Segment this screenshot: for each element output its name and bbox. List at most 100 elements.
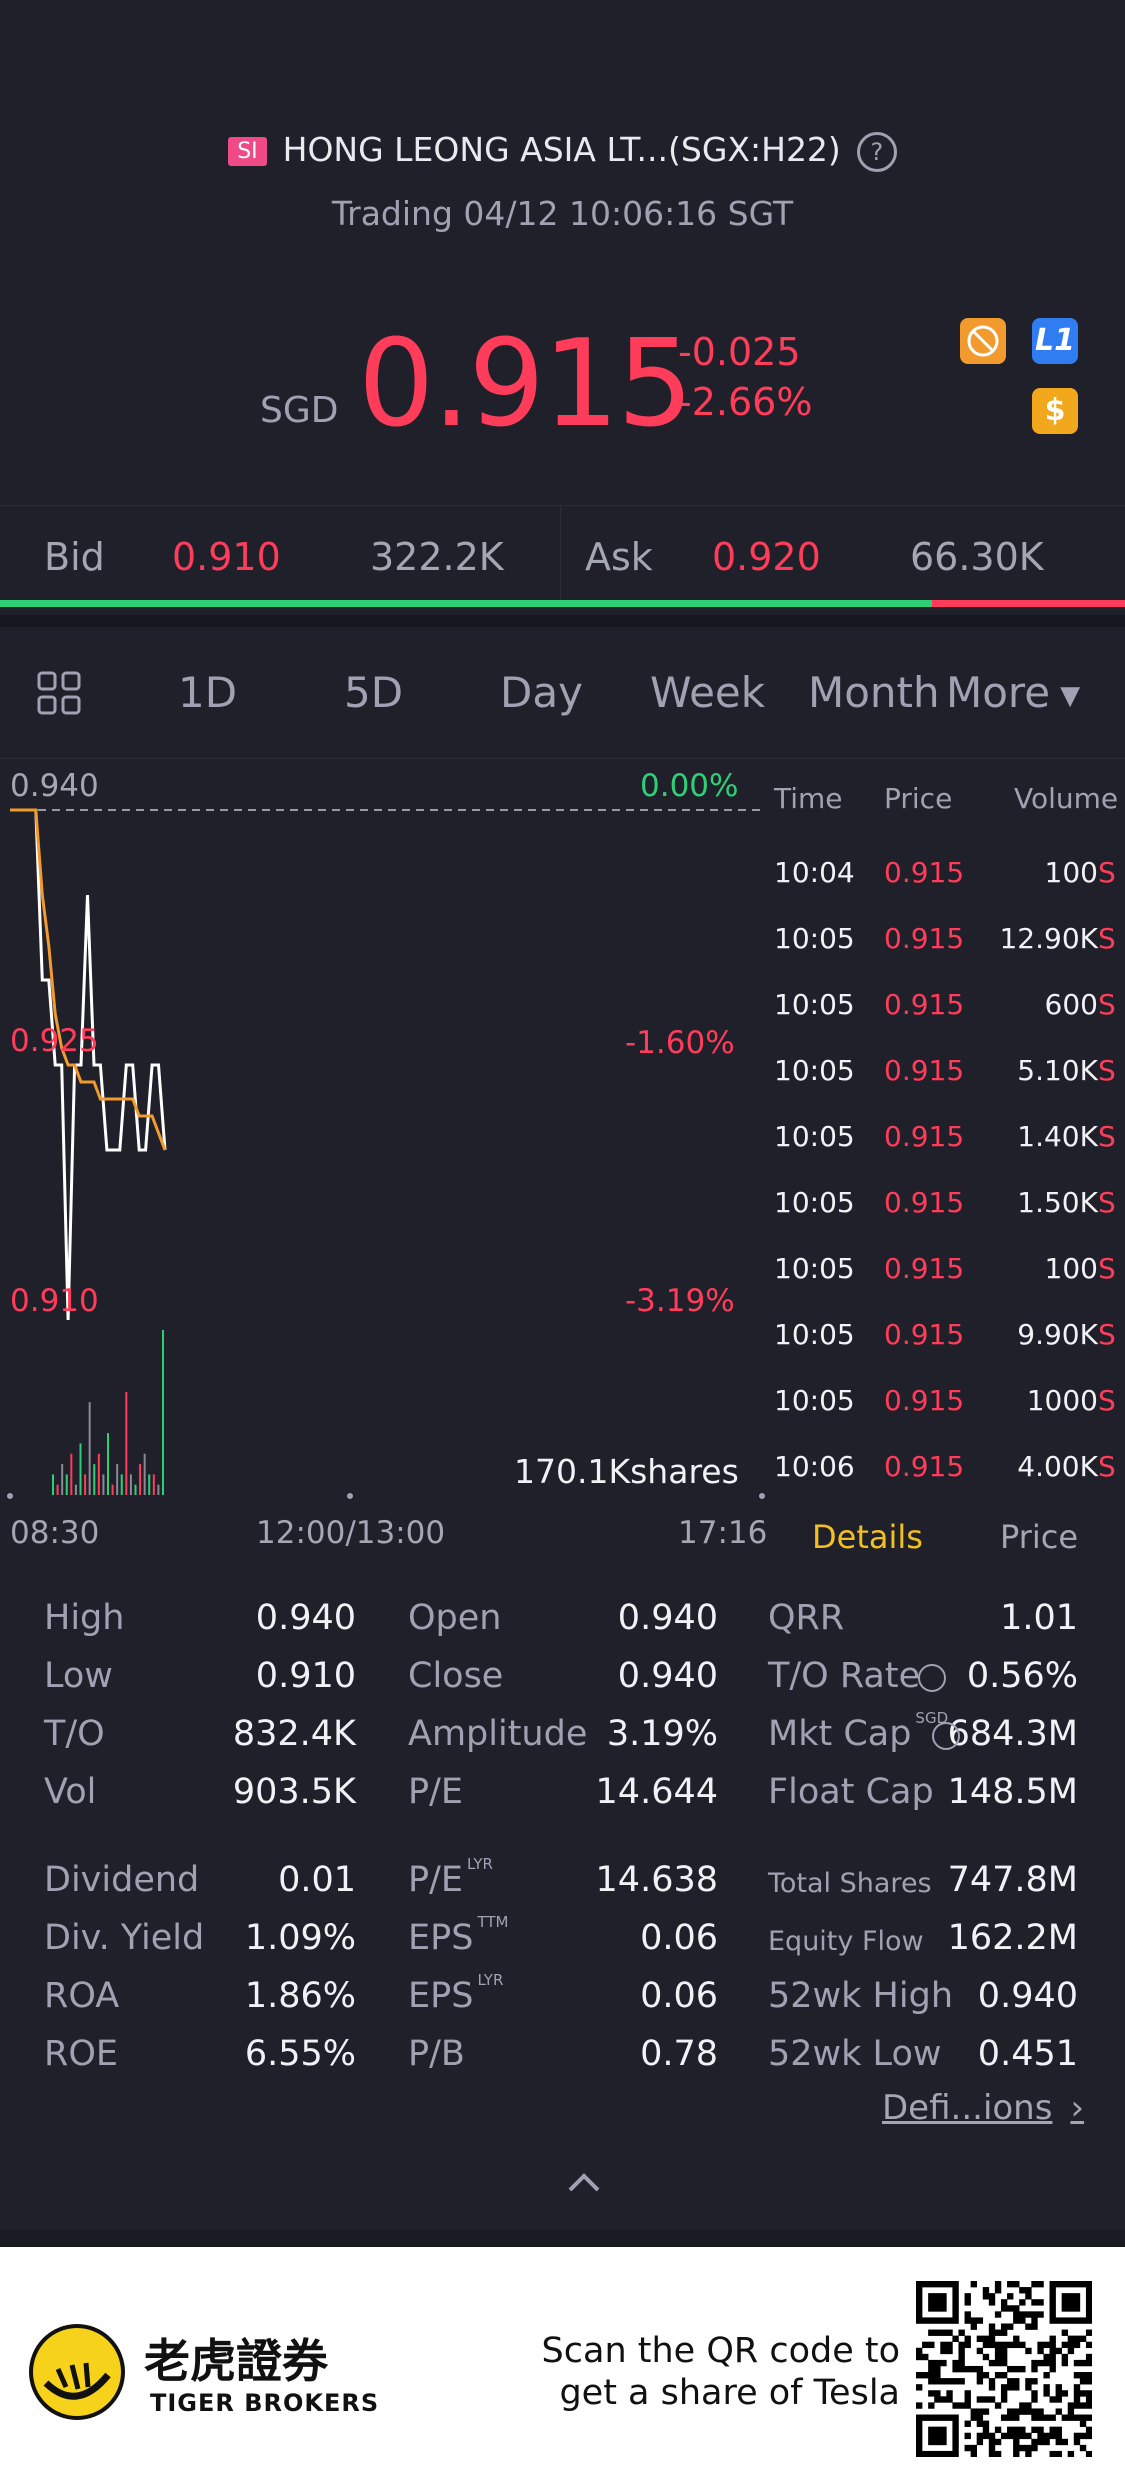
qr-module — [922, 2353, 929, 2361]
qr-module — [1049, 2293, 1056, 2300]
qr-module — [1043, 2432, 1050, 2440]
qr-module — [994, 2402, 1002, 2409]
qr-module — [1049, 2353, 1056, 2361]
qr-module — [1049, 2311, 1056, 2318]
promo-footer[interactable]: 老虎證券 TIGER BROKERS Scan the QR code to g… — [0, 2247, 1125, 2487]
qr-module — [1025, 2323, 1032, 2330]
bid-price[interactable]: 0.910 — [172, 535, 281, 579]
qr-module — [970, 2317, 977, 2324]
info-icon[interactable] — [918, 1664, 946, 1692]
price-label-mid: 0.925 — [10, 1023, 99, 1059]
grid-icon[interactable] — [36, 670, 82, 720]
qr-module — [1000, 2390, 1008, 2397]
qr-module — [934, 2390, 941, 2397]
qr-module — [1079, 2281, 1087, 2288]
trade-time: 10:05 — [774, 1252, 855, 1285]
qr-module — [982, 2396, 990, 2403]
qr-module — [1073, 2317, 1081, 2324]
qr-module — [958, 2347, 965, 2355]
tiger-logo-icon — [28, 2323, 126, 2425]
tab-price[interactable]: Price — [1000, 1518, 1079, 1556]
qr-module — [1007, 2305, 1014, 2312]
stock-name: HONG LEONG ASIA LT...(SGX:H22) — [282, 130, 841, 169]
intraday-chart[interactable] — [0, 760, 770, 1530]
qr-module — [1019, 2365, 1026, 2373]
qr-module — [1049, 2426, 1056, 2434]
qr-module — [994, 2372, 1002, 2379]
trading-status: Trading 04/12 10:06:16 SGT — [331, 194, 794, 233]
qr-module — [988, 2293, 996, 2300]
definitions-link[interactable]: Defi...ions › — [882, 2088, 1084, 2128]
qr-module — [988, 2359, 996, 2367]
volume-bar — [139, 1464, 142, 1495]
qr-module — [946, 2317, 953, 2324]
volume-label: 170.1Kshares — [514, 1452, 739, 1491]
qr-module — [934, 2305, 941, 2312]
bid-ask-panel — [0, 505, 1125, 606]
tab-1d[interactable]: 1D — [178, 668, 238, 717]
trade-time: 10:05 — [774, 1054, 855, 1087]
help-icon[interactable]: ? — [856, 131, 897, 172]
tab-day[interactable]: Day — [500, 668, 583, 717]
qr-module — [952, 2299, 959, 2306]
qr-module — [952, 2287, 959, 2294]
stat-label: T/O — [44, 1714, 105, 1754]
tab-more[interactable]: More ▼ — [946, 668, 1080, 717]
qr-module — [1037, 2311, 1044, 2318]
info-icon[interactable] — [932, 1722, 960, 1750]
qr-module — [1079, 2378, 1087, 2385]
qr-module — [1073, 2438, 1081, 2446]
qr-module — [1085, 2402, 1093, 2409]
qr-code-icon[interactable] — [916, 2281, 1093, 2461]
tab-month[interactable]: Month — [808, 668, 940, 717]
stat-label: EPS LYR — [408, 1971, 504, 2016]
qr-module — [964, 2420, 971, 2427]
qr-module — [1000, 2347, 1008, 2355]
qr-module — [940, 2293, 947, 2300]
qr-module — [1000, 2329, 1008, 2336]
qr-module — [1000, 2359, 1008, 2367]
stat-value: 1.01 — [1000, 1598, 1078, 1638]
qr-module — [994, 2287, 1002, 2294]
stat-label: Total Shares — [768, 1868, 932, 1899]
qr-module — [934, 2432, 941, 2440]
stat-value: 903.5K — [232, 1772, 356, 1812]
qr-module — [934, 2365, 941, 2373]
qr-module — [964, 2365, 971, 2373]
trade-volume: 1000 — [1026, 1384, 1098, 1417]
stat-value: 162.2M — [947, 1918, 1078, 1958]
trade-time: 10:05 — [774, 988, 855, 1021]
level1-icon[interactable]: L1 — [1032, 318, 1078, 364]
qr-module — [940, 2396, 947, 2403]
stat-value: 3.19% — [606, 1714, 718, 1754]
volume-bar — [56, 1484, 59, 1495]
tab-5d[interactable]: 5D — [344, 668, 404, 717]
qr-module — [1055, 2390, 1062, 2397]
dollar-icon[interactable]: $ — [1032, 388, 1078, 434]
qr-module — [1067, 2402, 1075, 2409]
stat-value: 14.638 — [595, 1860, 718, 1900]
qr-module — [1049, 2396, 1056, 2403]
qr-module — [994, 2311, 1002, 2318]
qr-module — [988, 2438, 996, 2446]
qr-module — [1000, 2372, 1008, 2379]
qr-module — [994, 2438, 1002, 2446]
tab-details[interactable]: Details — [812, 1518, 923, 1556]
stat-label: Amplitude — [408, 1714, 588, 1754]
qr-module — [982, 2341, 990, 2349]
ask-price[interactable]: 0.920 — [712, 535, 821, 579]
qr-module — [958, 2359, 965, 2367]
price-label-low: 0.910 — [10, 1283, 99, 1319]
qr-module — [922, 2341, 929, 2349]
trade-side-flag: S — [1098, 1252, 1116, 1285]
qr-module — [1037, 2281, 1044, 2288]
qr-module — [1049, 2432, 1056, 2440]
tab-week[interactable]: Week — [650, 668, 766, 717]
stat-value: 14.644 — [595, 1772, 718, 1812]
chevron-up-icon[interactable] — [566, 2170, 602, 2198]
qr-module — [952, 2450, 959, 2458]
qr-module — [940, 2299, 947, 2306]
no-short-icon[interactable] — [960, 318, 1006, 364]
qr-module — [964, 2317, 971, 2324]
qr-module — [934, 2329, 941, 2336]
